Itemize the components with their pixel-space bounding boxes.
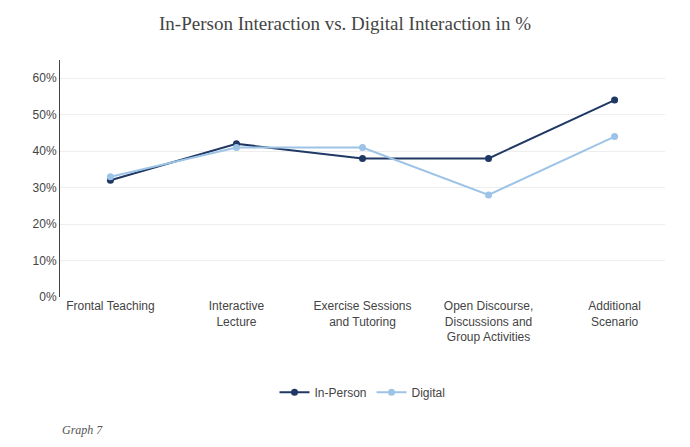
svg-text:In-Person Interaction vs. Digi: In-Person Interaction vs. Digital Intera… xyxy=(159,13,531,34)
svg-text:10%: 10% xyxy=(33,254,57,268)
svg-text:Open Discourse,Discussions and: Open Discourse,Discussions andGroup Acti… xyxy=(444,299,533,344)
svg-text:Graph 7: Graph 7 xyxy=(62,423,103,437)
svg-text:30%: 30% xyxy=(33,181,57,195)
svg-text:Frontal Teaching: Frontal Teaching xyxy=(66,299,155,313)
svg-text:40%: 40% xyxy=(33,144,57,158)
svg-text:InteractiveLecture: InteractiveLecture xyxy=(209,299,265,329)
svg-text:Digital: Digital xyxy=(412,386,445,400)
svg-text:20%: 20% xyxy=(33,217,57,231)
svg-text:0%: 0% xyxy=(39,290,57,304)
svg-text:60%: 60% xyxy=(33,71,57,85)
svg-text:50%: 50% xyxy=(33,108,57,122)
svg-text:In-Person: In-Person xyxy=(315,386,367,400)
svg-text:AdditionalScenario: AdditionalScenario xyxy=(588,299,641,329)
svg-text:Exercise Sessionsand Tutoring: Exercise Sessionsand Tutoring xyxy=(313,299,411,329)
